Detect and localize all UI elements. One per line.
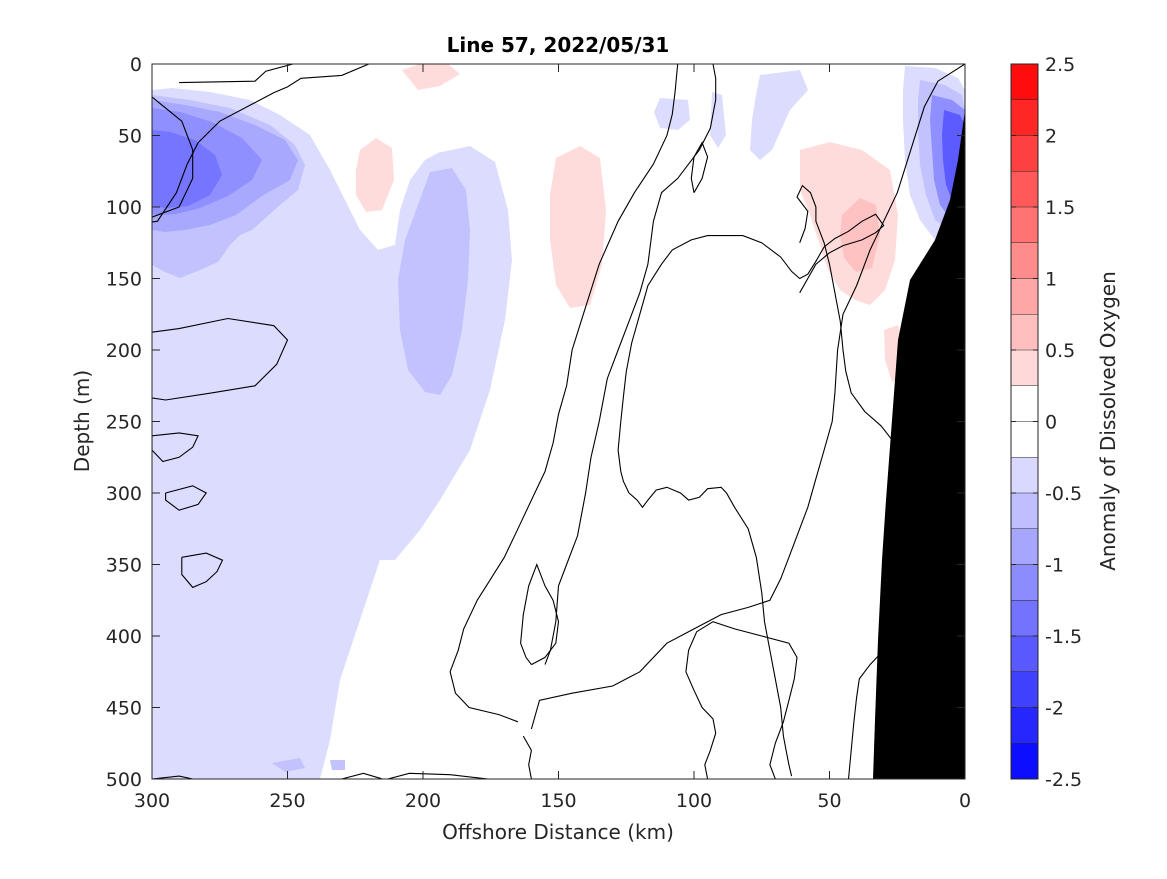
colorbar-band <box>1011 99 1038 136</box>
zero-contour-line <box>165 485 208 511</box>
colorbar-tick-label: -2.5 <box>1045 769 1082 791</box>
zero-contour-line <box>617 213 885 494</box>
x-axis: 300 250 200 150 100 50 0 <box>134 64 971 812</box>
zero-contour-line <box>152 775 193 779</box>
colorbar-band <box>1011 671 1038 708</box>
y-tick-label: 300 <box>106 483 142 505</box>
zero-contour-line <box>796 184 912 779</box>
colorbar-tick-label: -2 <box>1045 698 1064 720</box>
colorbar-band <box>1011 314 1038 350</box>
y-axis: 0 50 100 150 200 250 300 350 400 450 500 <box>106 54 965 791</box>
colorbar-band <box>1011 207 1038 243</box>
colorbar-tick-label: 1.5 <box>1045 197 1075 219</box>
colorbar-band <box>1011 636 1038 672</box>
zero-contour-layer <box>152 64 965 779</box>
x-axis-label: Offshore Distance (km) <box>442 820 674 844</box>
zero-contour-line <box>522 735 532 779</box>
colorbar-label: Anomaly of Dissolved Oxygen <box>1096 271 1120 571</box>
colorbar: 2.5 2 1.5 1 0.5 0 -0.5 -1 -1.5 -2 -2.5 <box>1010 54 1082 791</box>
y-axis-label: Depth (m) <box>70 370 94 472</box>
colorbar-tick-label: 1 <box>1045 269 1057 291</box>
y-tick-label: 400 <box>106 626 142 648</box>
colorbar-band <box>1011 421 1038 458</box>
zero-contour-line <box>179 64 294 84</box>
x-tick-label: 300 <box>134 790 170 812</box>
colorbar-band <box>1011 135 1038 172</box>
x-tick-label: 150 <box>540 790 576 812</box>
anomaly-region <box>840 198 880 272</box>
colorbar-tick-label: 2 <box>1045 126 1057 148</box>
zero-contour-line <box>685 621 798 779</box>
zero-contour-line <box>530 64 965 730</box>
y-tick-label: 200 <box>106 340 142 362</box>
colorbar-band <box>1011 242 1038 279</box>
anomaly-region <box>750 70 808 160</box>
colorbar-tick-label: 0 <box>1045 412 1057 434</box>
x-tick-label: 0 <box>959 790 971 812</box>
zero-contour-line <box>449 64 679 723</box>
zero-contour-line <box>520 562 560 666</box>
colorbar-tick-label: -1 <box>1045 555 1064 577</box>
y-tick-label: 100 <box>106 197 142 219</box>
colorbar-band <box>1011 385 1038 422</box>
zero-contour-line <box>544 64 717 665</box>
y-tick-label: 50 <box>118 126 142 148</box>
zero-contour-line <box>387 772 489 779</box>
zero-contour-line <box>152 64 370 223</box>
colorbar-band <box>1011 600 1038 636</box>
x-tick-label: 250 <box>269 790 305 812</box>
zero-contour-line <box>690 141 709 193</box>
colorbar-band <box>1011 278 1038 315</box>
y-tick-label: 150 <box>106 269 142 291</box>
anomaly-region <box>330 760 345 770</box>
y-tick-label: 350 <box>106 555 142 577</box>
bathymetry-mask <box>873 110 965 779</box>
colorbar-band <box>1011 743 1038 779</box>
y-tick-label: 500 <box>106 769 142 791</box>
colorbar-tick-label: 0.5 <box>1045 340 1075 362</box>
zero-contour-line <box>341 772 383 779</box>
y-tick-label: 250 <box>106 412 142 434</box>
x-tick-label: 200 <box>405 790 441 812</box>
colorbar-tick-label: -1.5 <box>1045 626 1082 648</box>
chart-title: Line 57, 2022/05/31 <box>447 33 670 57</box>
colorbar-tick-label: 2.5 <box>1045 54 1075 76</box>
y-tick-label: 0 <box>130 54 142 76</box>
y-tick-label: 450 <box>106 698 142 720</box>
colorbar-band <box>1011 350 1038 386</box>
colorbar-band <box>1011 564 1038 601</box>
zero-contour-line <box>152 432 199 463</box>
zero-contour-line <box>152 317 289 401</box>
colorbar-tick-label: -0.5 <box>1045 483 1082 505</box>
colorbar-band <box>1011 457 1038 493</box>
zero-contour-line <box>774 778 776 779</box>
colorbar-band <box>1011 171 1038 207</box>
x-tick-label: 100 <box>676 790 712 812</box>
x-tick-label: 50 <box>817 790 841 812</box>
zero-contour-line <box>152 96 194 218</box>
anomaly-region <box>272 758 305 772</box>
anomaly-region <box>398 168 470 395</box>
anomaly-fill-layer <box>152 64 965 779</box>
anomaly-region <box>550 146 606 308</box>
zero-contour-line <box>181 552 224 589</box>
colorbar-band <box>1011 528 1038 565</box>
colorbar-band <box>1011 493 1038 529</box>
colorbar-band <box>1011 64 1038 100</box>
anomaly-region <box>402 64 460 90</box>
zero-contour-line <box>628 486 793 777</box>
anomaly-region <box>152 130 222 208</box>
colorbar-band <box>1011 707 1038 744</box>
anomaly-region <box>356 138 394 212</box>
